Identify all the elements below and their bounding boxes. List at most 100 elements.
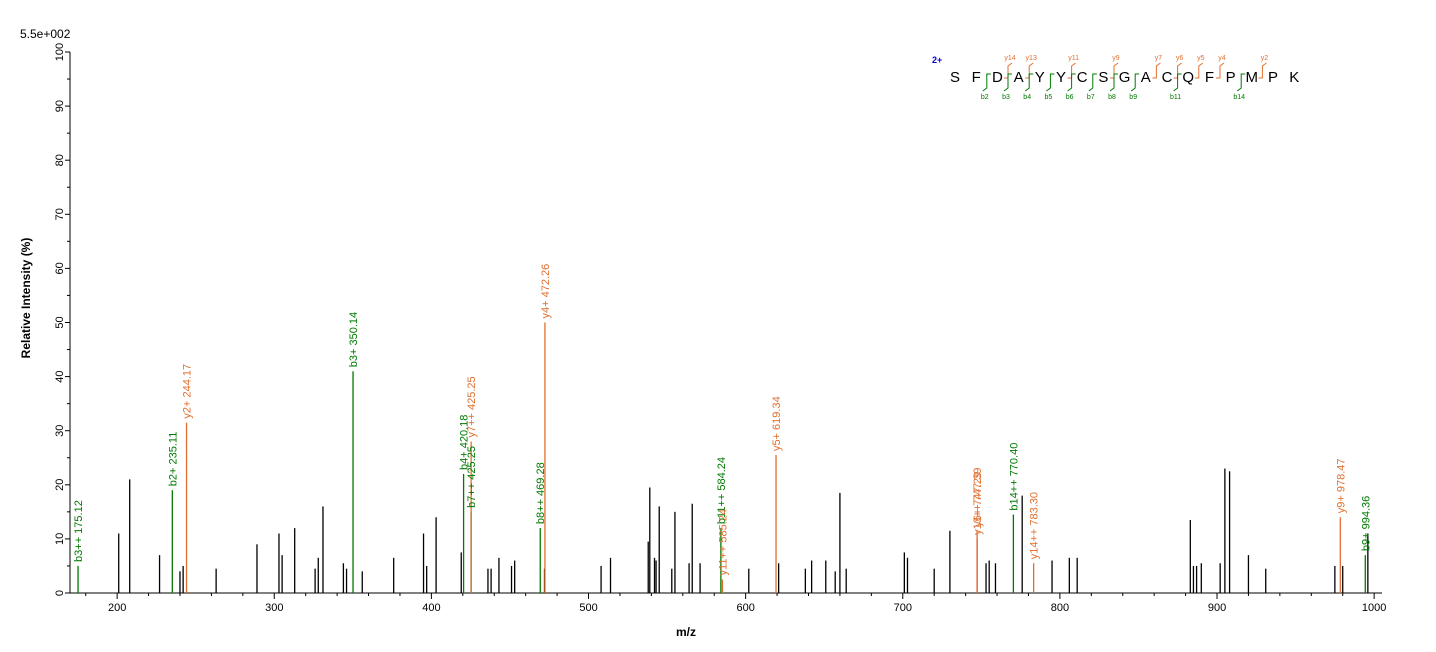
x-tick-label: 200	[108, 602, 126, 614]
peak-label: b11++ 584.24	[716, 457, 728, 524]
sequence-residue: A	[1141, 69, 1151, 86]
y-tick-label: 80	[54, 154, 66, 166]
sequence-residue: Y	[1056, 69, 1066, 86]
x-tick-label: 400	[422, 602, 440, 614]
b-ion-label: b8	[1108, 94, 1116, 101]
y-tick-label: 40	[54, 370, 66, 382]
b-ion-bracket	[1173, 73, 1182, 92]
peak-label: b4+ 420.18	[459, 415, 471, 470]
y-ion-bracket	[1216, 62, 1225, 79]
x-tick-label: 500	[579, 602, 597, 614]
b-ion-label: b6	[1066, 94, 1074, 101]
sequence-residue: G	[1119, 69, 1131, 86]
y-axis-label: Relative Intensity (%)	[19, 238, 33, 359]
y-ion-label: y11	[1068, 55, 1079, 62]
y-tick-label: 10	[54, 533, 66, 545]
sequence-residue: F	[972, 69, 981, 86]
y-tick-label: 20	[54, 479, 66, 491]
sequence-residue: Y	[1035, 69, 1045, 86]
x-tick-label: 900	[1208, 602, 1226, 614]
y-tick-label: 90	[54, 100, 66, 112]
peak-label: y7++ 425.25	[466, 376, 478, 437]
y-ion-bracket	[1067, 62, 1076, 79]
peak-label: y14++ 783.30	[1029, 492, 1041, 559]
y-tick-label: 0	[54, 590, 66, 596]
b-ion-label: b3	[1002, 94, 1010, 101]
b-ion-label: b11	[1170, 94, 1181, 101]
sequence-residue: S	[950, 69, 960, 86]
peak-label: b2+ 235.11	[167, 432, 179, 487]
sequence-residue: C	[1077, 69, 1088, 86]
peak-label: b3++ 175.12	[73, 500, 85, 562]
y-tick-label: 30	[54, 425, 66, 437]
b-ion-bracket	[1046, 73, 1055, 92]
y-ion-label: y5	[1197, 55, 1205, 62]
b-ion-label: b14	[1233, 94, 1245, 101]
x-tick-label: 800	[1051, 602, 1069, 614]
b-ion-bracket	[1003, 73, 1012, 92]
x-axis-label: m/z	[676, 625, 696, 639]
y-tick-label: 60	[54, 262, 66, 274]
peak-label: b14++ 770.40	[1008, 443, 1020, 511]
sequence-residue: P	[1226, 69, 1236, 86]
y-tick-label: 70	[54, 208, 66, 220]
y-ion-label: y9	[1112, 55, 1120, 62]
axes: 0 10 20 30 40 50 60 70 80 90 100 200 300 400 500 600 700…	[54, 43, 1386, 614]
peak-label: y11++ 585.24	[717, 509, 729, 575]
sequence-residue: M	[1246, 69, 1259, 86]
peak-label: b3+ 350.14	[348, 312, 360, 367]
b-ion-bracket	[1109, 73, 1118, 92]
y-tick-label: 50	[54, 316, 66, 328]
peak-label: y13++ 747.39	[972, 468, 984, 535]
y-ion-bracket	[1173, 62, 1182, 79]
x-tick-label: 700	[894, 602, 912, 614]
y-ion-label: y2	[1261, 55, 1269, 62]
peak-label: b7++ 425.25	[466, 446, 478, 508]
y-ion-bracket	[1025, 62, 1034, 79]
x-tick-label: 600	[736, 602, 754, 614]
peak-label: y6+ 747.29	[972, 472, 984, 527]
sequence-residue: P	[1268, 69, 1278, 86]
b-ion-label: b7	[1087, 94, 1095, 101]
y-ion-label: y4	[1218, 55, 1226, 62]
b-ion-bracket	[1024, 73, 1034, 92]
peak-labels: b3++ 175.12 b2+ 235.11 y2+ 244.17 b3+ 350.1…	[73, 264, 1372, 576]
y-ion-label: y7	[1155, 55, 1163, 62]
b-ion-bracket	[1130, 73, 1140, 92]
b-ion-label: b9	[1129, 94, 1137, 101]
x-tick-label: 1000	[1362, 602, 1386, 614]
b-ion-label: b2	[981, 94, 989, 101]
sequence-residue: D	[992, 69, 1003, 86]
y-ion-label: y6	[1176, 55, 1184, 62]
y-tick-label: 100	[54, 43, 66, 61]
b-ion-label: b5	[1045, 94, 1053, 101]
y-ion-label: y13	[1026, 55, 1037, 62]
charge-state: 2+	[932, 55, 942, 65]
peak-label: b8++ 469.28	[535, 462, 547, 524]
x-tick-label: 300	[265, 602, 283, 614]
sequence-residue: K	[1289, 69, 1299, 86]
peak-label: y5+ 619.34	[771, 396, 783, 451]
b-ion-bracket	[1088, 73, 1097, 92]
y-ion-bracket	[1152, 62, 1161, 79]
y-ion-bracket	[1110, 62, 1119, 79]
y-ion-bracket	[1258, 62, 1267, 79]
peaks	[77, 322, 1369, 593]
sequence-residue: S	[1098, 69, 1108, 86]
peak-label: y4+ 472.26	[540, 264, 552, 319]
peak-label: y2+ 244.17	[182, 364, 194, 419]
y-ion-bracket	[1194, 62, 1204, 79]
b-ion-bracket	[1067, 73, 1076, 92]
b-ion-bracket	[982, 73, 991, 92]
peak-label: y9+ 978.47	[1335, 459, 1347, 514]
y-ion-bracket	[1004, 62, 1013, 79]
b-ion-label: b4	[1023, 94, 1031, 101]
b-ion-bracket	[1236, 73, 1246, 92]
peak-label: b9+ 994.36	[1360, 496, 1372, 551]
sequence-residue: F	[1205, 69, 1214, 86]
sequence-residue: C	[1162, 69, 1173, 86]
sequence-residue: Q	[1182, 69, 1194, 86]
intensity-scale-label: 5.5e+002	[20, 27, 71, 41]
